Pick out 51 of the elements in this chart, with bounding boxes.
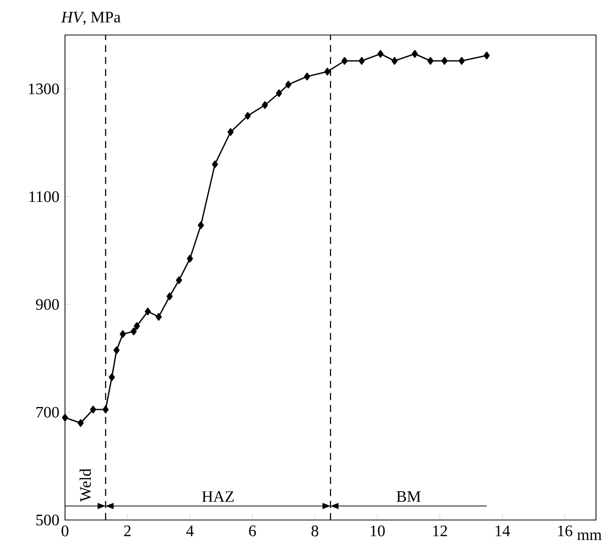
point xyxy=(285,80,292,88)
point xyxy=(90,406,96,414)
y-tick-label: 500 xyxy=(36,514,59,526)
x-axis-title: mm xyxy=(577,532,602,540)
point xyxy=(176,276,182,284)
y-axis-title: HV, MPa xyxy=(61,12,121,25)
y-tick-label: 700 xyxy=(36,406,59,418)
point xyxy=(78,419,84,427)
point xyxy=(212,160,218,168)
point xyxy=(342,57,348,65)
x-tick-label: 4 xyxy=(186,526,194,536)
point xyxy=(358,57,365,65)
y-tick-label: 1300 xyxy=(28,84,59,94)
point xyxy=(427,57,434,65)
annotation: Weld xyxy=(80,468,91,502)
point xyxy=(458,57,465,65)
point xyxy=(102,406,109,414)
x-tick-label: 10 xyxy=(370,526,385,536)
y-tick-label: 1100 xyxy=(29,191,59,202)
point xyxy=(377,50,384,58)
point xyxy=(484,52,490,60)
point xyxy=(244,112,251,120)
point xyxy=(156,312,162,321)
point xyxy=(134,322,140,330)
x-tick-label: 6 xyxy=(249,526,256,536)
point xyxy=(228,128,234,136)
point xyxy=(166,292,173,300)
point xyxy=(391,57,398,65)
point xyxy=(62,414,68,422)
point xyxy=(198,221,204,230)
point xyxy=(441,57,448,65)
point xyxy=(304,72,310,80)
point xyxy=(412,50,418,58)
point xyxy=(324,68,330,76)
x-tick-label: 12 xyxy=(433,526,447,536)
x-tick-label: 2 xyxy=(124,526,131,536)
x-tick-label: 0 xyxy=(62,526,68,536)
annotation: BM xyxy=(396,491,421,502)
point xyxy=(144,308,151,316)
point xyxy=(120,330,126,338)
x-tick-label: 8 xyxy=(311,526,318,536)
point xyxy=(113,346,120,354)
point xyxy=(108,373,115,382)
x-tick-label: 16 xyxy=(558,526,572,536)
point xyxy=(130,328,137,336)
point xyxy=(186,254,193,262)
point xyxy=(276,89,282,98)
y-tick-label: 900 xyxy=(36,299,59,310)
annotation: HAZ xyxy=(202,491,234,502)
x-tick-label: 14 xyxy=(496,526,510,536)
point xyxy=(262,101,268,109)
